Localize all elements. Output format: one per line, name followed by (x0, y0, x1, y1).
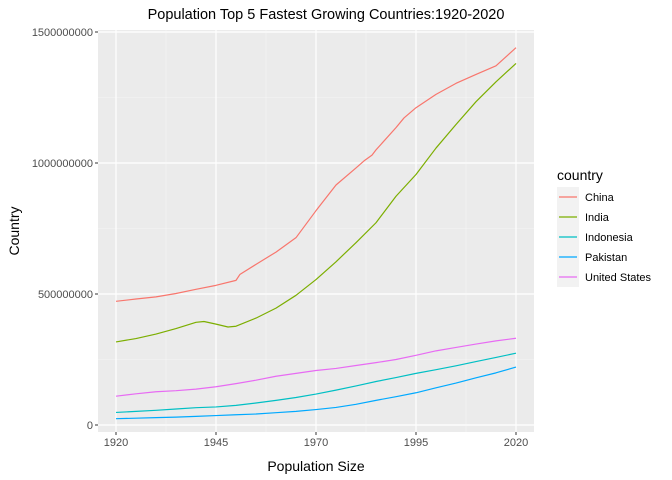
y-axis-ticks: 0 500000000 1000000000 1500000000 (32, 27, 98, 432)
x-tick-label: 1995 (404, 437, 428, 449)
x-tick-label: 1920 (104, 437, 128, 449)
series-line-china (115, 47, 517, 302)
y-axis-title: Country (6, 206, 22, 255)
x-tick-label: 1945 (204, 437, 228, 449)
legend-label-pakistan: Pakistan (585, 252, 627, 264)
series-line-india (115, 62, 517, 343)
major-gridlines (98, 30, 534, 432)
legend: country China India Indonesia Pakistan Unite… (557, 167, 652, 287)
x-axis-title: Population Size (267, 458, 365, 474)
y-tick-label: 1000000000 (32, 158, 93, 170)
x-tick-label: 2020 (504, 437, 528, 449)
x-axis-ticks: 1920 1945 1970 1995 2020 (104, 432, 528, 449)
legend-label-indonesia: Indonesia (585, 232, 634, 244)
legend-label-united-states: United States (585, 272, 652, 284)
x-tick-label: 1970 (304, 437, 328, 449)
y-tick-label: 0 (87, 420, 93, 432)
y-tick-label: 1500000000 (32, 27, 93, 39)
legend-label-india: India (585, 212, 610, 224)
legend-label-china: China (585, 192, 615, 204)
series-line-united-states (115, 337, 517, 397)
legend-title: country (557, 167, 603, 183)
series-line-indonesia (115, 352, 517, 414)
y-tick-label: 500000000 (38, 289, 93, 301)
series-line-pakistan (115, 366, 517, 420)
chart-title: Population Top 5 Fastest Growing Countri… (148, 7, 505, 23)
series-lines (115, 47, 517, 420)
